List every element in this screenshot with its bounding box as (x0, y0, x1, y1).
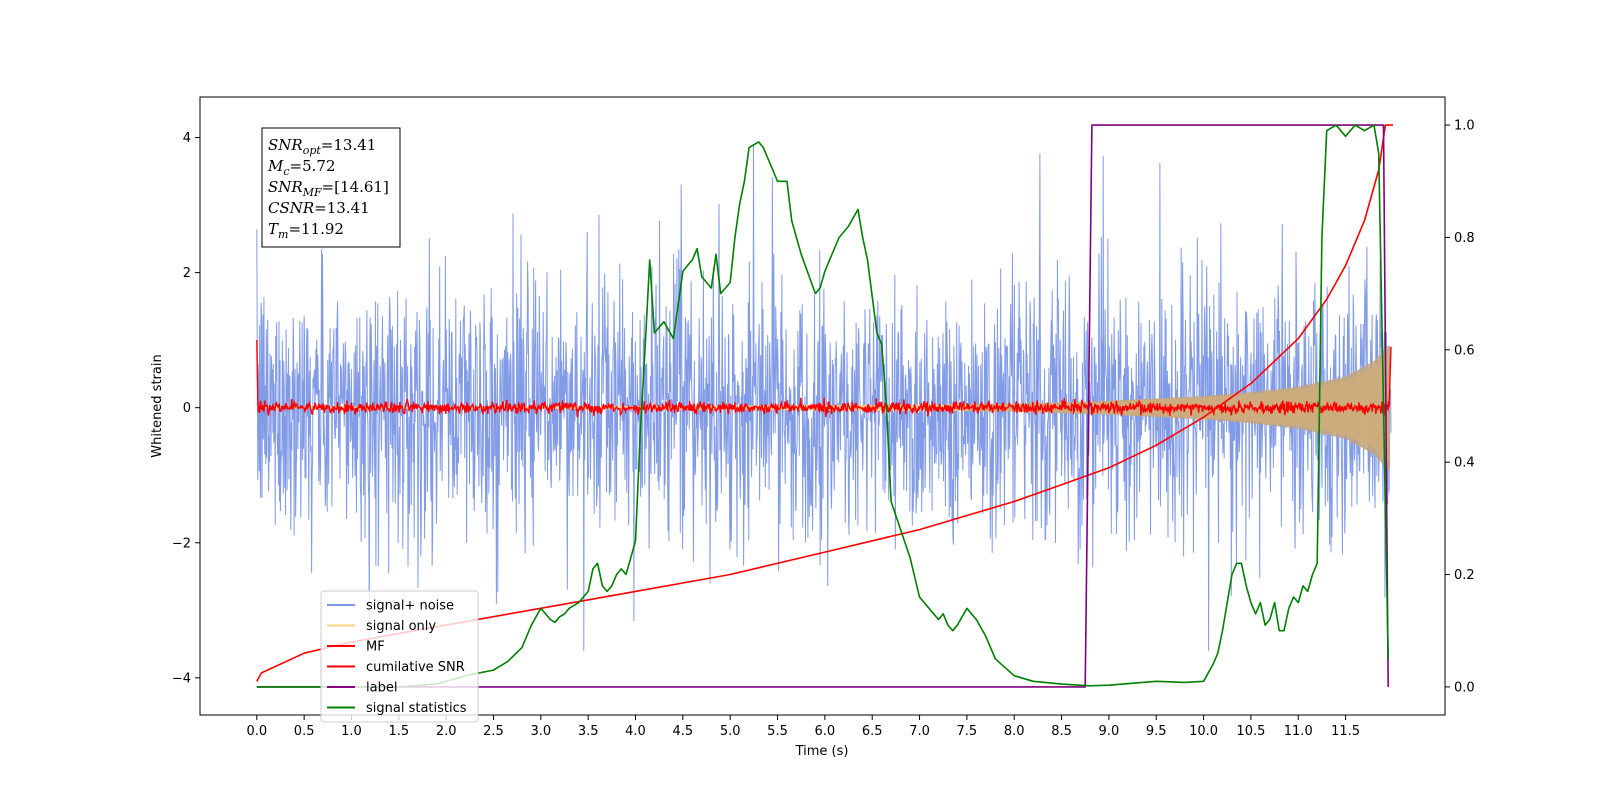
series-signal-statistics-line (256, 124, 1389, 688)
y-axis-left: 4 2 0 −2 −4 (172, 131, 200, 686)
x-tick-label: 5.0 (720, 724, 741, 739)
legend-frame (320, 590, 479, 723)
y-right-tick-label: 0.6 (1454, 343, 1475, 358)
x-tick-label: 7.0 (909, 724, 930, 739)
y-axis-label-left: Whitened strain (150, 354, 165, 457)
y-axis-right: 1.0 0.8 0.6 0.4 0.2 0.0 (1445, 119, 1475, 695)
x-tick-label: 4.0 (625, 724, 646, 739)
x-tick-label: 1.0 (341, 724, 362, 739)
annotation-line: CSNR=13.41 (268, 199, 370, 217)
x-tick-label: 1.5 (388, 724, 409, 739)
x-tick-label: 10.5 (1236, 724, 1265, 739)
x-tick-label: 9.5 (1146, 724, 1167, 739)
x-tick-label: 6.0 (815, 724, 836, 739)
x-axis: 0.0 0.5 1.0 1.5 2.0 2.5 3.0 3.5 4.0 4.5 5.0 5.5 6.0 6… (246, 715, 1360, 739)
x-tick-label: 8.5 (1051, 724, 1072, 739)
plot-frame (199, 96, 1446, 716)
x-axis-label: Time (s) (795, 744, 849, 759)
annotation-box: SNRopt=13.41Mc=5.72SNRMF=[14.61]CSNR=13.… (261, 127, 401, 248)
x-tick-label: 9.0 (1099, 724, 1120, 739)
legend: signal+ noise signal only MF cumilative SNR… (320, 590, 479, 723)
series-label-line (256, 124, 1389, 688)
x-tick-label: 7.5 (957, 724, 978, 739)
legend-label: signal only (366, 619, 436, 634)
x-tick-label: 2.5 (483, 724, 504, 739)
x-tick-label: 3.0 (530, 724, 551, 739)
x-tick-label: 0.5 (294, 724, 315, 739)
legend-label: label (366, 681, 397, 696)
x-tick-label: 3.5 (578, 724, 599, 739)
annotation-line: Mc=5.72 (267, 157, 336, 178)
x-tick-label: 4.5 (673, 724, 694, 739)
y-left-tick-label: −4 (172, 671, 191, 686)
x-tick-label: 8.0 (1004, 724, 1025, 739)
annotation-line: SNRMF=[14.61] (268, 178, 389, 199)
x-tick-label: 10.0 (1189, 724, 1218, 739)
annotation-line: Tm=11.92 (268, 220, 344, 241)
legend-label: cumilative SNR (366, 660, 465, 675)
y-right-tick-label: 0.0 (1454, 680, 1475, 695)
x-tick-label: 6.5 (862, 724, 883, 739)
x-tick-label: 11.0 (1284, 724, 1313, 739)
annotation-line: SNRopt=13.41 (268, 136, 376, 157)
legend-label: MF (366, 640, 385, 655)
y-left-tick-label: 4 (183, 131, 191, 146)
series-signal-noise-line (256, 144, 1392, 651)
legend-label: signal statistics (366, 701, 467, 716)
x-tick-label: 2.0 (436, 724, 457, 739)
y-left-tick-label: 0 (183, 401, 191, 416)
y-right-tick-label: 0.8 (1454, 231, 1475, 246)
x-tick-label: 0.0 (246, 724, 267, 739)
x-tick-label: 5.5 (767, 724, 788, 739)
legend-label: signal+ noise (366, 599, 454, 614)
y-left-tick-label: −2 (172, 536, 191, 551)
y-right-tick-label: 0.4 (1454, 456, 1475, 471)
y-left-tick-label: 2 (183, 266, 191, 281)
y-right-tick-label: 0.2 (1454, 568, 1475, 583)
series-mf-line (256, 340, 1392, 418)
x-tick-label: 11.5 (1331, 724, 1360, 739)
y-right-tick-label: 1.0 (1454, 119, 1475, 134)
